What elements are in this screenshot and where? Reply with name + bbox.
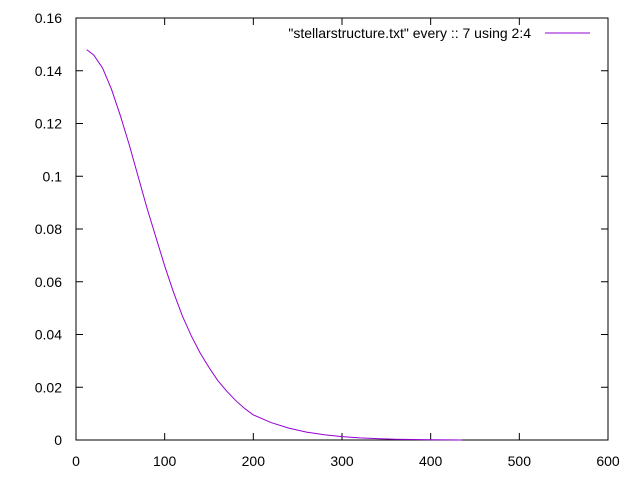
x-tick-label: 600 [596, 453, 620, 469]
y-tick-label: 0.08 [35, 221, 62, 237]
x-tick-label: 100 [153, 453, 177, 469]
x-tick-label: 0 [72, 453, 80, 469]
axis-tick-labels: 0 100 200 300 400 500 600 0 0.02 0.04 0.06 0.08 0.1 0… [35, 10, 620, 469]
y-tick-label: 0.06 [35, 274, 62, 290]
plot-frame [75, 17, 609, 441]
x-tick-label: 300 [330, 453, 354, 469]
y-tick-label: 0.04 [35, 327, 62, 343]
x-tick-label: 400 [419, 453, 443, 469]
y-tick-label: 0.1 [43, 168, 63, 184]
y-tick-label: 0.12 [35, 116, 62, 132]
legend-label: "stellarstructure.txt" every :: 7 using … [288, 25, 531, 41]
y-tick-label: 0.16 [35, 10, 62, 26]
x-tick-label: 500 [508, 453, 532, 469]
axis-ticks [75, 17, 609, 441]
series-layer [86, 49, 462, 441]
y-tick-label: 0 [54, 432, 62, 448]
legend: "stellarstructure.txt" every :: 7 using … [288, 25, 590, 41]
x-tick-label: 200 [242, 453, 266, 469]
y-tick-label: 0.14 [35, 63, 62, 79]
y-tick-label: 0.02 [35, 379, 62, 395]
series-line [86, 49, 462, 441]
